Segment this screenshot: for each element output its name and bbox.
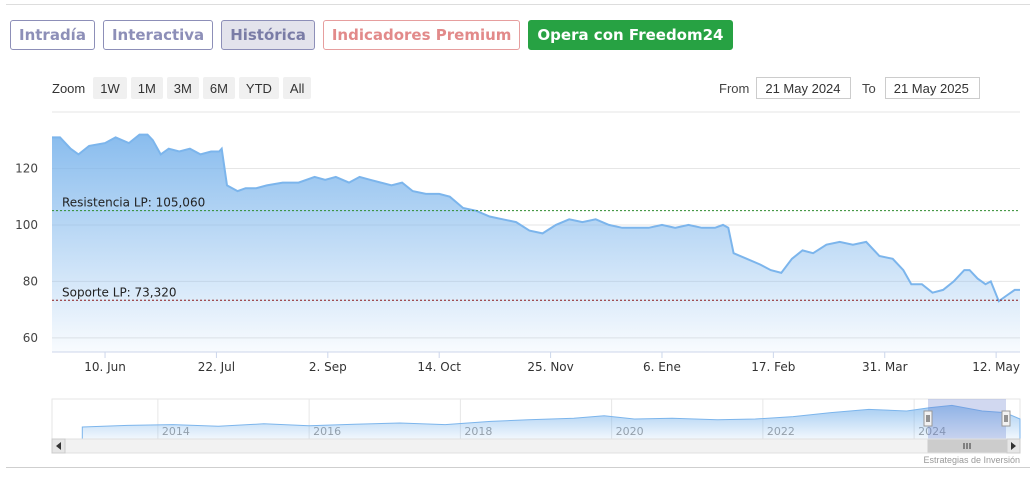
support-label: Soporte LP: 73,320 bbox=[62, 285, 177, 299]
y-tick-label: 100 bbox=[15, 218, 38, 232]
y-tick-label: 80 bbox=[23, 274, 38, 288]
y-tick-label: 120 bbox=[15, 161, 38, 175]
chart-credit[interactable]: Estrategias de Inversión bbox=[923, 455, 1020, 465]
zoom-ytd-button[interactable]: YTD bbox=[238, 77, 279, 99]
x-tick-label: 17. Feb bbox=[751, 360, 795, 374]
tab-intradia[interactable]: Intradía bbox=[10, 20, 95, 50]
arrow-left-icon bbox=[56, 442, 61, 450]
top-divider bbox=[6, 4, 1030, 5]
scrollbar-grip-icon bbox=[963, 443, 971, 449]
x-tick-label: 10. Jun bbox=[84, 360, 126, 374]
x-tick-label: 14. Oct bbox=[417, 360, 461, 374]
x-tick-label: 2. Sep bbox=[309, 360, 347, 374]
y-axis-ticks: 60 80 100 120 bbox=[15, 161, 38, 344]
zoom-label: Zoom bbox=[52, 80, 86, 96]
tab-interactiva[interactable]: Interactiva bbox=[102, 20, 214, 50]
x-tick-label: 6. Ene bbox=[643, 360, 681, 374]
x-tick-label: 31. Mar bbox=[862, 360, 908, 374]
zoom-all-button[interactable]: All bbox=[282, 77, 312, 99]
date-range-from: From bbox=[719, 77, 852, 99]
zoom-selector: Zoom 1W 1M 3M 6M YTD All bbox=[52, 77, 312, 99]
tab-historica[interactable]: Histórica bbox=[221, 20, 315, 50]
y-tick-label: 60 bbox=[23, 331, 38, 345]
zoom-1m-button[interactable]: 1M bbox=[130, 77, 163, 99]
navigator-left-handle[interactable] bbox=[923, 410, 933, 427]
bottom-divider bbox=[6, 467, 1030, 468]
freedom24-button[interactable]: Opera con Freedom24 bbox=[528, 20, 733, 50]
view-tabs: Intradía Interactiva Histórica Indicador… bbox=[10, 20, 733, 50]
x-tick-label: 22. Jul bbox=[198, 360, 235, 374]
x-tick-label: 12. May bbox=[972, 360, 1020, 374]
x-tick-label: 25. Nov bbox=[527, 360, 573, 374]
price-series-area bbox=[52, 134, 1020, 352]
tab-indicadores-premium[interactable]: Indicadores Premium bbox=[322, 20, 521, 50]
x-axis-ticks: 10. Jun 22. Jul 2. Sep 14. Oct 25. Nov 6. Ene… bbox=[84, 352, 1020, 374]
navigator-right-handle[interactable] bbox=[1001, 410, 1011, 427]
from-label: From bbox=[719, 80, 750, 96]
zoom-1w-button[interactable]: 1W bbox=[93, 77, 127, 99]
zoom-3m-button[interactable]: 3M bbox=[166, 77, 199, 99]
resistance-label: Resistencia LP: 105,060 bbox=[62, 196, 205, 210]
from-date-input[interactable] bbox=[756, 77, 852, 99]
zoom-6m-button[interactable]: 6M bbox=[202, 77, 235, 99]
arrow-right-icon bbox=[1011, 442, 1016, 450]
to-label: To bbox=[862, 80, 876, 96]
to-date-input[interactable] bbox=[884, 77, 980, 99]
navigator-selection[interactable] bbox=[928, 399, 1006, 439]
date-range-to: To bbox=[862, 77, 980, 99]
price-series-line[interactable] bbox=[52, 133, 1020, 303]
navigator-series bbox=[81, 404, 1021, 440]
scrollbar-track[interactable] bbox=[51, 438, 1021, 454]
